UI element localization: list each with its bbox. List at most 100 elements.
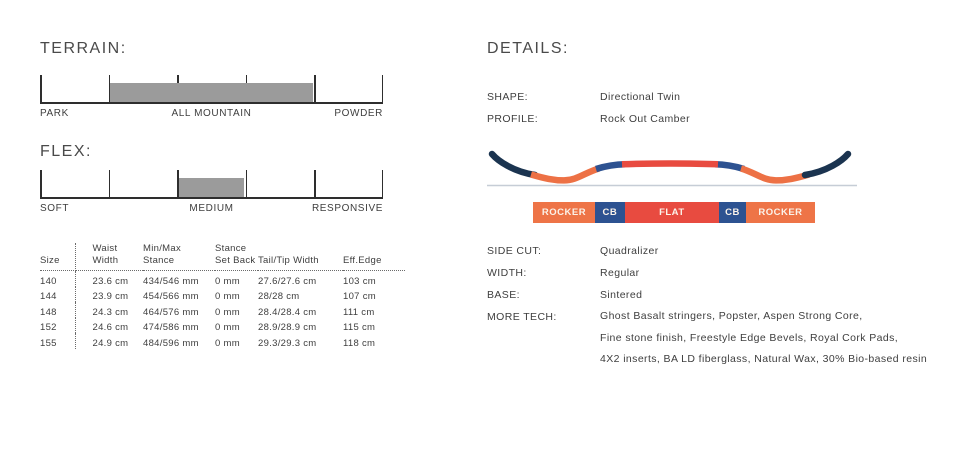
cell-setback: 0 mm	[215, 275, 240, 287]
cell-tailtip: 28/28 cm	[258, 291, 300, 302]
flex-slider	[40, 170, 383, 199]
tick-mark	[381, 170, 383, 197]
tick-mark	[381, 75, 383, 102]
zone-cb-left: CB	[595, 202, 625, 223]
board-camber-left	[595, 161, 626, 173]
cell-waist: 24.3 cm	[92, 306, 129, 318]
spec-value-width: Regular	[600, 267, 640, 279]
board-rocker-left	[530, 165, 600, 184]
table-row: 155 24.9 cm 484/596 mm 0 mm 29.3/29.3 cm…	[40, 333, 405, 349]
spec-row-sidecut: SIDE CUT: Quadralizer	[487, 240, 927, 262]
cell-waist: 24.9 cm	[92, 337, 129, 349]
flex-label-medium: MEDIUM	[189, 203, 234, 214]
spec-value-profile: Rock Out Camber	[600, 113, 691, 125]
board-profile-illustration	[487, 150, 857, 187]
tick-mark	[245, 170, 248, 197]
cell-waist: 23.6 cm	[92, 275, 129, 287]
cell-effedge: 111 cm	[343, 306, 375, 318]
spec-row-base: BASE: Sintered	[487, 284, 927, 306]
cell-setback: 0 mm	[215, 337, 240, 349]
board-camber-right	[714, 161, 745, 173]
flex-label-soft: SOFT	[40, 203, 70, 214]
zone-rocker-right: ROCKER	[745, 202, 815, 223]
details-specs-top: SHAPE: Directional Twin PROFILE: Rock Ou…	[487, 86, 690, 130]
tick-mark	[314, 170, 316, 197]
spec-row-shape: SHAPE: Directional Twin	[487, 86, 690, 108]
cell-size: 152	[40, 317, 76, 333]
size-table: Size Waist Width Min/Max Stance Stance Set …	[40, 243, 405, 349]
spec-value-moretech: Ghost Basalt stringers, Popster, Aspen S…	[600, 306, 927, 371]
cell-effedge: 115 cm	[343, 322, 376, 333]
flex-slider-labels: SOFT MEDIUM RESPONSIVE	[40, 203, 383, 217]
details-title: DETAILS:	[487, 40, 569, 57]
col-header-effedge: Eff.Edge	[343, 243, 405, 271]
table-row: 152 24.6 cm 474/586 mm 0 mm 28.9/28.9 cm…	[40, 317, 405, 333]
cell-effedge: 118 cm	[343, 337, 376, 349]
size-table-header-row: Size Waist Width Min/Max Stance Stance Set …	[40, 243, 405, 271]
col-header-stance-setback: Stance Set Back	[215, 243, 258, 271]
flex-rating-bar	[178, 178, 245, 197]
cell-stance: 474/586 mm	[143, 322, 199, 333]
spec-label-width: WIDTH:	[487, 267, 527, 279]
spec-label-sidecut: SIDE CUT:	[487, 245, 542, 257]
moretech-line-3: 4X2 inserts, BA LD fiberglass, Natural W…	[600, 353, 928, 365]
zone-cb-right: CB	[719, 202, 746, 223]
spec-label-moretech: MORE TECH:	[487, 311, 557, 323]
tick-mark	[108, 170, 111, 197]
zone-label: CB	[725, 207, 740, 218]
terrain-label-all-mountain: ALL MOUNTAIN	[171, 108, 252, 119]
cell-waist: 24.6 cm	[92, 322, 129, 333]
col-header-waist-width: Waist Width	[75, 243, 143, 271]
cell-stance: 484/596 mm	[143, 337, 199, 349]
table-row: 144 23.9 cm 454/566 mm 0 mm 28/28 cm 107…	[40, 286, 405, 302]
table-row: 148 24.3 cm 464/576 mm 0 mm 28.4/28.4 cm…	[40, 302, 405, 318]
cell-stance: 434/546 mm	[143, 275, 199, 287]
cell-stance: 464/576 mm	[143, 306, 199, 318]
camber-zones-bar: ROCKER CB FLAT CB ROCKER	[533, 202, 815, 223]
zone-rocker-left: ROCKER	[533, 202, 596, 223]
tick-mark	[40, 170, 42, 197]
tick-mark	[177, 170, 179, 197]
cell-size: 140	[40, 270, 76, 287]
terrain-slider	[40, 75, 383, 104]
zone-label: ROCKER	[541, 207, 587, 218]
col-header-size: Size	[40, 243, 76, 271]
moretech-line-2: Fine stone finish, Freestyle Edge Bevels…	[600, 331, 899, 344]
flex-title: FLEX:	[40, 143, 92, 160]
zone-label: FLAT	[659, 207, 685, 218]
tick-mark	[40, 75, 42, 102]
cell-effedge: 103 cm	[343, 275, 376, 287]
cell-tailtip: 29.3/29.3 cm	[258, 337, 317, 349]
board-rocker-right	[740, 165, 810, 184]
tick-mark	[314, 75, 316, 102]
zone-label: CB	[602, 207, 618, 218]
spec-value-sidecut: Quadralizer	[600, 245, 659, 257]
col-header-minmax-stance: Min/Max Stance	[143, 243, 215, 271]
terrain-slider-labels: PARK ALL MOUNTAIN POWDER	[40, 108, 383, 122]
cell-setback: 0 mm	[215, 291, 240, 302]
cell-effedge: 107 cm	[343, 291, 376, 302]
flex-label-responsive: RESPONSIVE	[311, 203, 383, 214]
spec-value-base: Sintered	[600, 289, 643, 301]
board-flat-middle	[621, 160, 719, 168]
cell-size: 155	[40, 333, 76, 349]
cell-setback: 0 mm	[215, 322, 240, 333]
tick-mark	[108, 75, 111, 102]
terrain-title: TERRAIN:	[40, 40, 127, 57]
moretech-line-1: Ghost Basalt stringers, Popster, Aspen S…	[600, 310, 863, 322]
board-tip-left	[488, 150, 539, 179]
zone-flat: FLAT	[624, 202, 720, 223]
spec-label-base: BASE:	[487, 289, 520, 301]
cell-setback: 0 mm	[215, 306, 240, 318]
spec-row-profile: PROFILE: Rock Out Camber	[487, 108, 690, 130]
col-header-tailtip-width: Tail/Tip Width	[258, 243, 343, 271]
spec-label-profile: PROFILE:	[487, 113, 539, 125]
camber-profile-diagram: ROCKER CB FLAT CB ROCKER	[485, 144, 905, 223]
table-row: 140 23.6 cm 434/546 mm 0 mm 27.6/27.6 cm…	[40, 270, 405, 287]
cell-tailtip: 27.6/27.6 cm	[258, 275, 317, 287]
terrain-label-park: PARK	[40, 108, 69, 119]
terrain-label-powder: POWDER	[334, 108, 383, 119]
cell-tailtip: 28.9/28.9 cm	[258, 322, 317, 333]
spec-value-shape: Directional Twin	[600, 91, 681, 103]
